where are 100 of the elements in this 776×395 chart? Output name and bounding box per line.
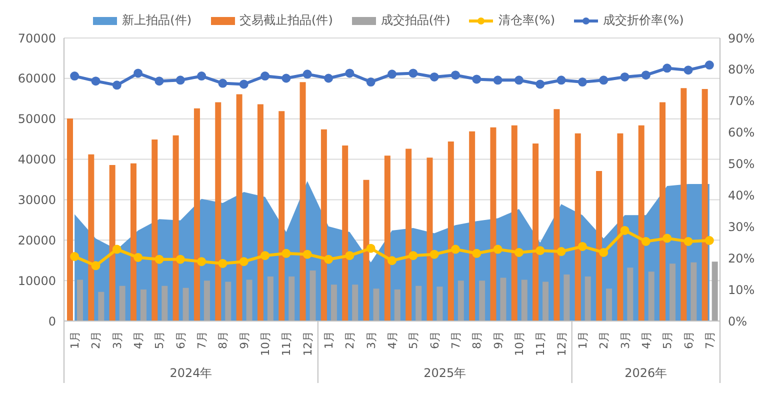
point [197,72,206,81]
x-tick-label: 1月 [68,331,82,349]
y2-tick-label: 30% [728,220,755,234]
x-tick-label: 1月 [576,331,590,349]
bar [130,163,136,321]
point [154,76,164,86]
y-tick-label: 40000 [18,152,56,167]
bar [564,274,570,321]
x-tick-label: 10月 [259,331,272,356]
x-tick-label: 5月 [661,331,674,349]
bar [342,146,348,321]
x-tick-label: 8月 [470,331,484,349]
point [302,250,312,259]
x-tick-label: 5月 [153,331,166,349]
bar [278,111,285,321]
bar [172,135,179,321]
bar [648,272,654,321]
bar [204,280,210,321]
x-tick-label: 6月 [174,331,188,349]
x-tick-label: 7月 [196,331,209,349]
x-tick-label: 3月 [618,331,632,349]
bar [182,288,189,321]
bar [384,156,390,321]
y2-tick-label: 70% [728,94,755,108]
text: 2025年 [422,365,468,382]
bar [77,280,83,321]
point [704,236,714,245]
bar [162,286,168,321]
point [472,74,482,84]
bar [448,141,454,321]
bar [119,286,126,321]
point [388,70,396,79]
bar [500,278,506,321]
bar [670,264,676,321]
x-tick-label: 2月 [344,331,357,349]
point [239,257,248,266]
point [282,248,291,258]
point [536,80,545,89]
point [112,80,122,90]
bar [617,133,624,321]
bar [194,108,200,321]
x-tick-label: 12月 [301,331,314,356]
text: 2024年 [168,365,214,382]
point [260,251,270,260]
bar [98,292,104,321]
x-tick-label: 4月 [386,331,399,349]
y2-tick-label: 20% [728,251,755,266]
point [112,244,122,254]
bar [310,270,316,321]
bar [320,129,327,321]
point [408,251,418,260]
bar [140,289,146,321]
point [282,74,291,83]
bar [152,139,158,321]
x-tick-label: 7月 [449,331,462,349]
y2-tick-label: 0% [728,314,748,328]
point [662,234,672,243]
point [493,244,502,254]
point [366,78,376,87]
bar [627,268,634,321]
x-tick-label: 6月 [682,331,696,349]
bar [458,280,464,321]
point [134,68,143,78]
point [218,258,228,268]
bar [300,82,306,321]
point [620,226,630,235]
bar [584,276,591,321]
y-tick-label: 50000 [18,112,56,126]
point [578,78,587,87]
x-tick-label: 2月 [90,331,103,349]
point [620,72,630,82]
legend-label: 交易截止拍品(件) [240,12,333,29]
bar [406,148,412,321]
x-tick-label: 12月 [555,331,568,356]
point [430,250,439,259]
text: 2026年 [624,365,668,382]
bar [490,127,496,321]
point [324,74,334,83]
point [176,254,185,264]
point [218,78,228,88]
bar [479,280,486,321]
bar [426,158,433,321]
x-tick-label: 5月 [407,331,420,349]
point [662,64,672,73]
bar [236,94,242,321]
x-tick-label: 4月 [640,331,653,349]
bar [436,286,443,321]
y-tick-label: 10000 [18,274,56,288]
point [430,72,439,82]
x-tick-label: 3月 [364,331,378,349]
bar [702,88,708,321]
point [704,60,714,70]
bar [352,284,358,321]
point [345,68,354,78]
point [91,261,100,270]
bar [109,164,116,321]
point [493,76,502,85]
point [176,76,185,85]
bar [574,133,581,321]
x-tick-label: 1月 [322,331,336,349]
